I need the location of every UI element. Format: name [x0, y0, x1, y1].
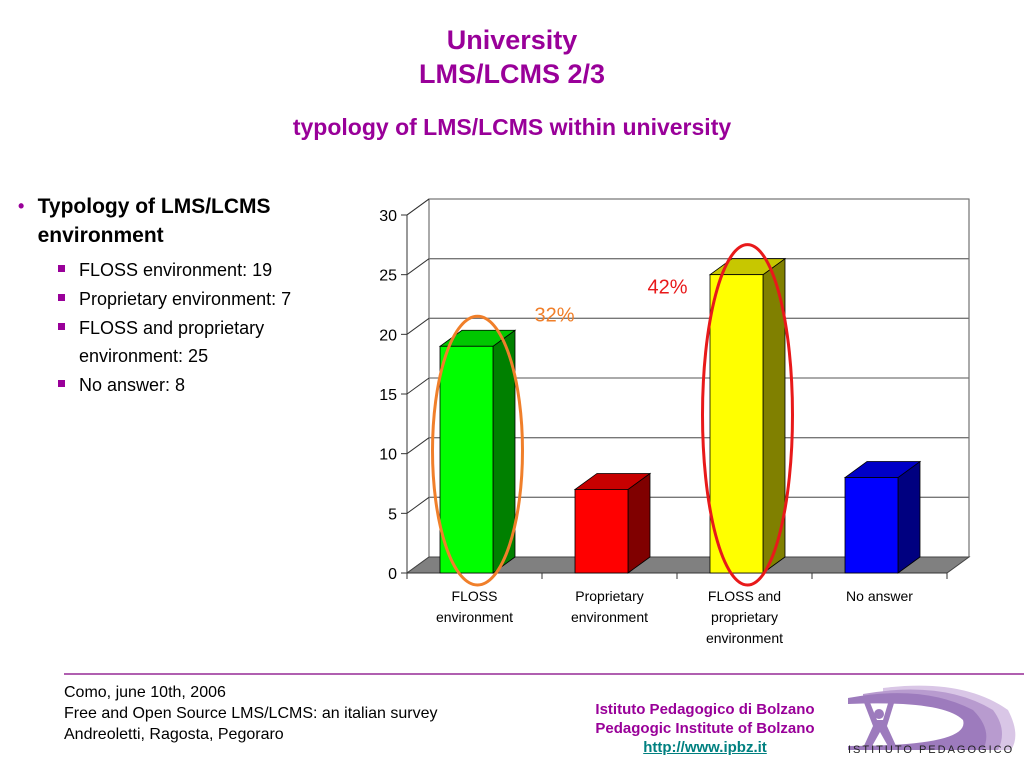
- slide-subtitle: typology of LMS/LCMS within university: [292, 114, 732, 140]
- x-tick-label: proprietary: [711, 609, 778, 625]
- slide-title-line2: LMS/LCMS 2/3: [418, 59, 606, 89]
- sub-bullet-text: FLOSS and proprietary environment: 25: [79, 318, 265, 366]
- x-tick-label: environment: [706, 630, 783, 646]
- gridline-side: [406, 496, 430, 514]
- sub-bullet-text: No answer: 8: [79, 375, 186, 395]
- person-figure-icon: [863, 700, 897, 748]
- sub-bullet-item: FLOSS and proprietary environment: 25: [58, 314, 363, 370]
- y-tick-label: 25: [379, 268, 397, 285]
- institute-name-en: Pedagogic Institute of Bolzano: [595, 720, 815, 737]
- sub-bullet-item: No answer: 8: [58, 371, 363, 399]
- square-bullet-icon: [58, 380, 65, 387]
- y-tick-label: 5: [388, 506, 397, 523]
- sub-bullet-item: Proprietary environment: 7: [58, 285, 363, 313]
- slide-title-line1: University: [446, 25, 578, 55]
- y-tick-label: 0: [388, 566, 397, 583]
- percentage-annotation: 42%: [647, 277, 687, 299]
- footer-info: Como, june 10th, 2006 Free and Open Sour…: [64, 682, 438, 745]
- bullet-main: • Typology of LMS/LCMS environment: [18, 192, 363, 250]
- gridline-side: [406, 258, 430, 276]
- sub-bullet-item: FLOSS environment: 19: [58, 256, 363, 284]
- y-tick-label: 30: [379, 208, 397, 225]
- highlight-ellipse: [701, 243, 794, 587]
- x-tick-label: environment: [571, 609, 648, 625]
- sub-bullet-text: Proprietary environment: 7: [79, 289, 292, 309]
- x-tick-label: FLOSS and: [708, 588, 781, 604]
- bar: [439, 345, 494, 574]
- bar: [844, 477, 899, 574]
- x-tick-label: Proprietary: [575, 588, 643, 604]
- x-tick-label: No answer: [846, 588, 913, 604]
- bullet-dot-icon: •: [18, 196, 25, 216]
- sub-bullet-list: FLOSS environment: 19 Proprietary enviro…: [58, 256, 363, 399]
- percentage-annotation: 32%: [534, 304, 574, 326]
- footer-authors: Andreoletti, Ragosta, Pegoraro: [64, 726, 284, 743]
- square-bullet-icon: [58, 265, 65, 272]
- gridline-side: [406, 198, 430, 216]
- bar-side: [897, 460, 921, 574]
- institute-name-it: Istituto Pedagogico di Bolzano: [595, 701, 815, 718]
- footer-event: Free and Open Source LMS/LCMS: an italia…: [64, 705, 438, 722]
- bar-chart: 0 5 10 15 20 25 30 FLOSS environment Proprietary e…: [379, 198, 971, 646]
- y-tick-label: 15: [379, 387, 397, 404]
- gridline-side: [406, 317, 430, 335]
- square-bullet-icon: [58, 294, 65, 301]
- bullet-list: • Typology of LMS/LCMS environment FLOSS…: [18, 192, 363, 400]
- footer-date: Como, june 10th, 2006: [64, 684, 226, 701]
- bar-side: [627, 472, 651, 574]
- gridline-side: [406, 377, 430, 395]
- footer-divider: [64, 673, 1024, 675]
- institute-info: Istituto Pedagogico di Bolzano Pedagogic…: [560, 700, 850, 757]
- square-bullet-icon: [58, 323, 65, 330]
- y-tick-label: 20: [379, 327, 397, 344]
- bar: [574, 489, 629, 574]
- logo-text: ISTITUTO PEDAGOGICO: [848, 744, 1015, 756]
- bullet-main-text: Typology of LMS/LCMS environment: [37, 195, 271, 247]
- sub-bullet-text: FLOSS environment: 19: [79, 260, 273, 280]
- x-tick-label: environment: [436, 609, 513, 625]
- institute-logo: [848, 685, 1016, 750]
- highlight-ellipse: [431, 314, 524, 587]
- y-tick-label: 10: [379, 447, 397, 464]
- gridline-side: [406, 437, 430, 455]
- x-tick-label: FLOSS: [452, 588, 498, 604]
- bar: [709, 274, 764, 574]
- institute-link[interactable]: http://www.ipbz.it: [643, 739, 767, 756]
